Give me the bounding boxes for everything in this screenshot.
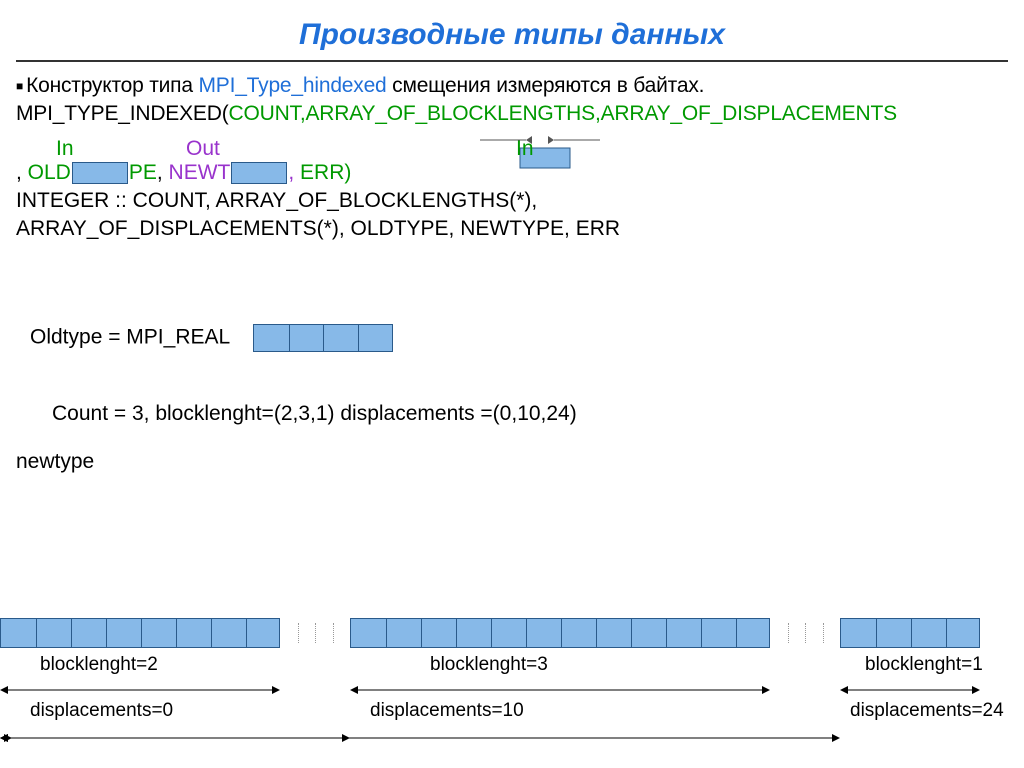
disp-label: displacements=10 — [370, 700, 524, 722]
box-old-icon — [72, 162, 128, 184]
signature-line: MPI_TYPE_INDEXED(COUNT,ARRAY_OF_BLOCKLEN… — [16, 100, 1008, 128]
in-out-labels: In Out In — [16, 133, 1008, 163]
newtype-label: newtype — [16, 450, 1024, 474]
block-arrow — [840, 684, 980, 694]
count-line: Count = 3, blocklenght=(2,3,1) displacem… — [52, 402, 1024, 426]
tail-old: OLD — [28, 161, 71, 184]
block-arrow — [0, 684, 280, 694]
tail-close: ) — [344, 161, 351, 184]
decl-line-2: ARRAY_OF_DISPLACEMENTS(*), OLDTYPE, NEWT… — [16, 215, 1008, 243]
tail-new: NEWT — [169, 161, 231, 184]
bullet-suffix: смещения измеряются в байтах. — [387, 74, 705, 97]
segment — [350, 618, 770, 648]
disp-label: displacements=24 — [850, 700, 1004, 722]
disp-labels-row: displacements=0 displacements=10 displacem… — [0, 700, 1024, 724]
block-arrow — [350, 684, 770, 694]
page-title: Производные типы данных — [0, 0, 1024, 60]
oldtype-label: Oldtype = MPI_REAL — [30, 325, 229, 348]
tail-prefix: , — [16, 161, 28, 184]
disp-arrows-row — [0, 726, 1024, 746]
gap — [770, 623, 840, 643]
disp-arrow — [0, 732, 840, 742]
tail-err: ERR — [300, 161, 344, 184]
segment — [840, 618, 980, 648]
label-in-2: In — [516, 135, 534, 163]
tail-sep: , — [288, 161, 300, 184]
box-new-icon — [231, 162, 287, 184]
sig-name: MPI_TYPE_INDEXED( — [16, 102, 229, 125]
content-block: ■Конструктор типа MPI_Type_hindexed смещ… — [0, 72, 1024, 244]
block-arrows-row — [0, 678, 1024, 698]
tail-comma: , — [157, 161, 169, 184]
divider — [16, 60, 1008, 62]
bullet-prefix: Конструктор типа — [26, 74, 198, 97]
block-label: blocklenght=1 — [865, 654, 983, 676]
blocks-row — [0, 618, 1024, 648]
disp-label: displacements=0 — [30, 700, 173, 722]
func-name: MPI_Type_hindexed — [198, 74, 386, 97]
segment — [0, 618, 280, 648]
block-labels-row: blocklenght=2 blocklenght=3 blocklenght=1 — [0, 654, 1024, 678]
label-in-1: In — [56, 135, 74, 163]
block-label: blocklenght=3 — [430, 654, 548, 676]
bullet-line-1: ■Конструктор типа MPI_Type_hindexed смещ… — [16, 72, 1008, 100]
decl-line-1: INTEGER :: COUNT, ARRAY_OF_BLOCKLENGTHS(… — [16, 187, 1008, 215]
diagram: blocklenght=2blocklenght=3blocklenght=1 … — [0, 618, 1024, 758]
label-out: Out — [186, 135, 220, 163]
tail-pe: PE — [129, 161, 157, 184]
gap — [280, 623, 350, 643]
oldtype-box — [253, 324, 393, 352]
sig-args: COUNT,ARRAY_OF_BLOCKLENGTHS,ARRAY_OF_DIS… — [229, 102, 897, 125]
bullet-icon: ■ — [16, 79, 23, 93]
oldtype-section: Oldtype = MPI_REAL — [30, 324, 1024, 352]
block-label: blocklenght=2 — [40, 654, 158, 676]
